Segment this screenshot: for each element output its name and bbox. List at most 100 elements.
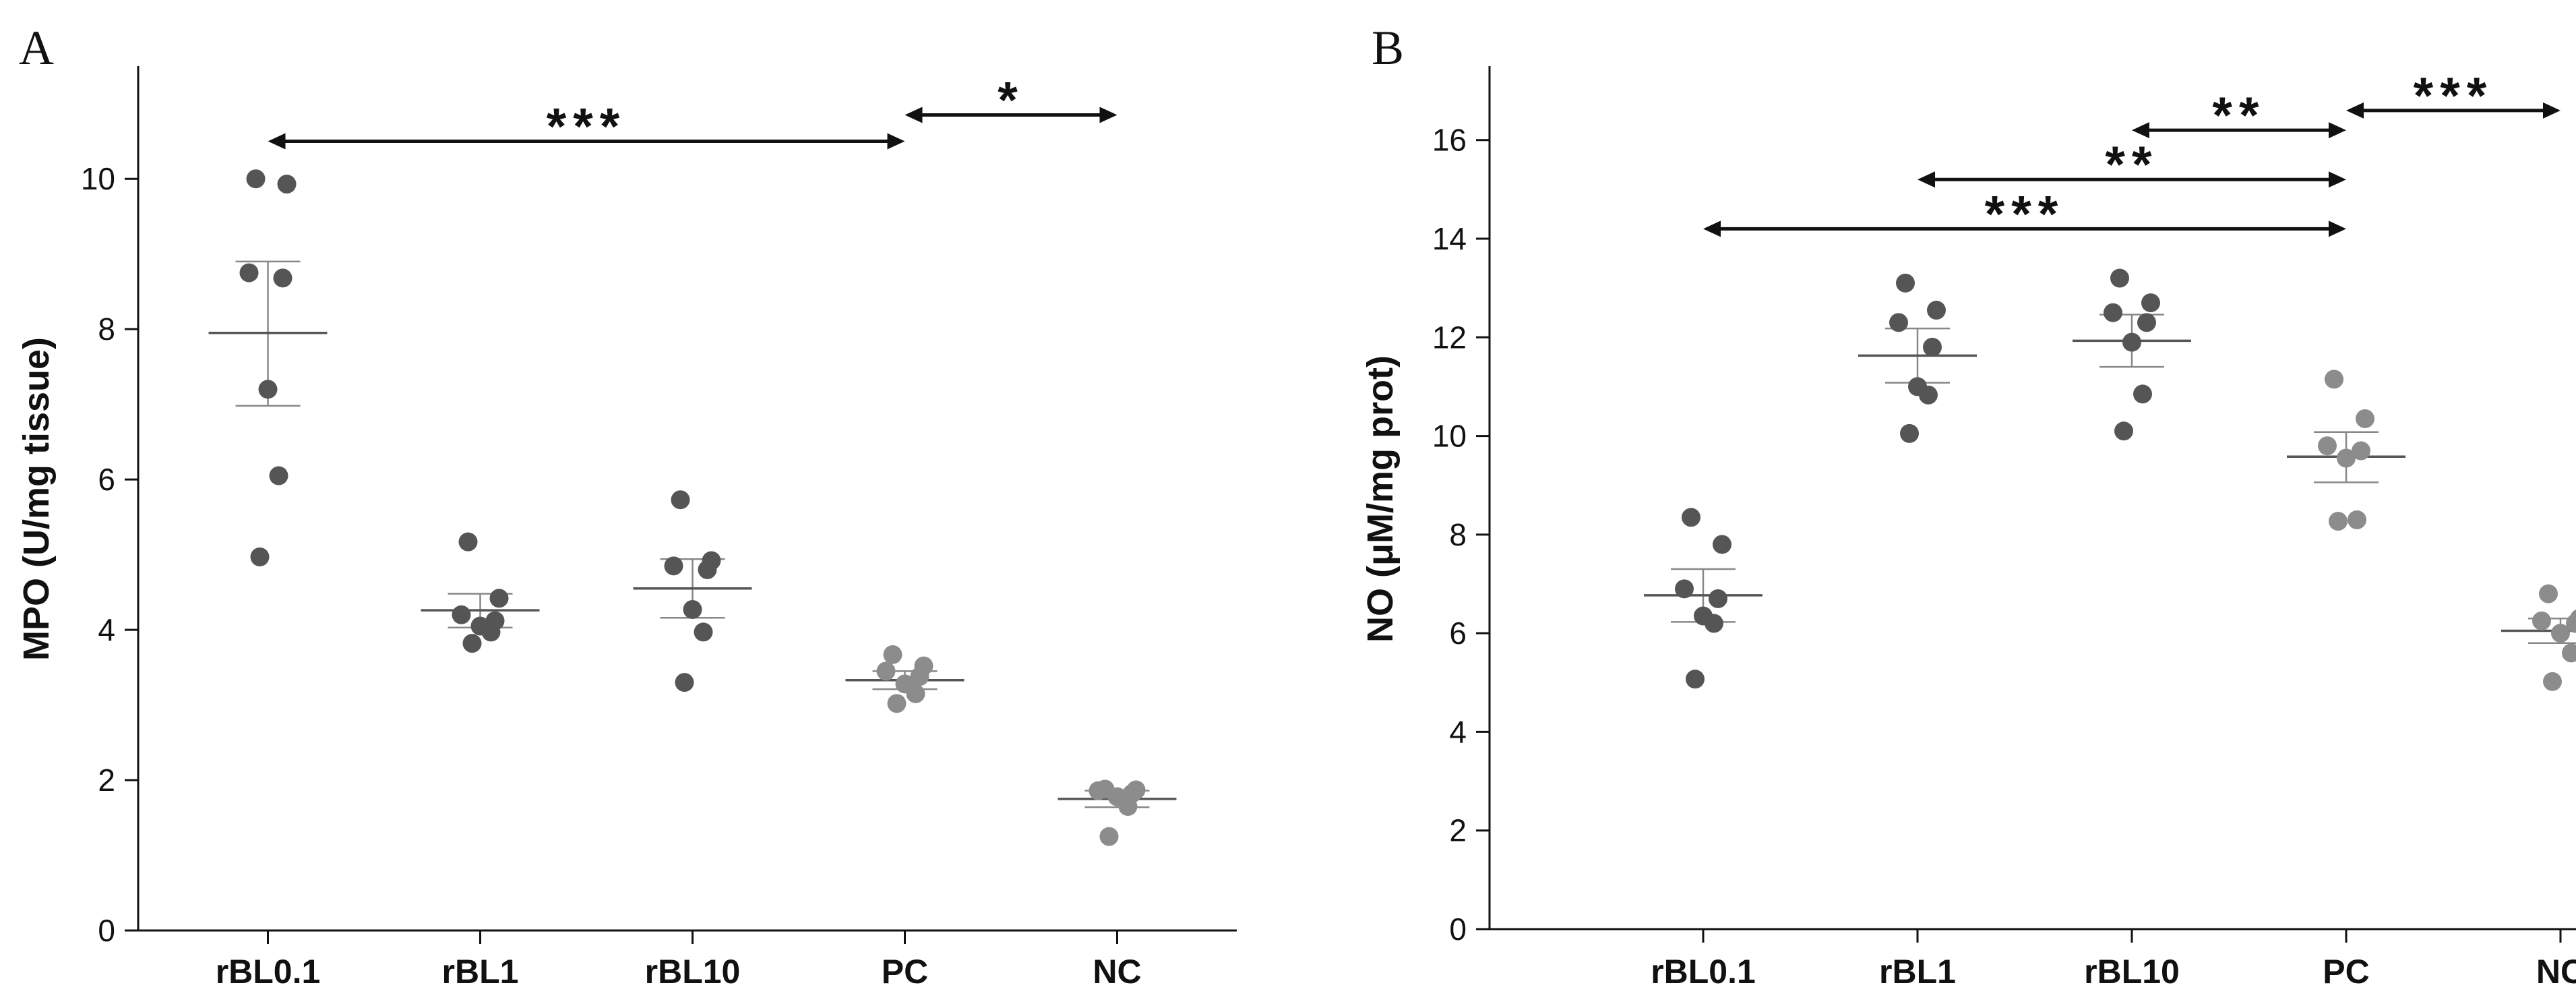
y-tick-label: 2 xyxy=(98,763,115,798)
x-tick-label: rBL0.1 xyxy=(1651,953,1756,990)
data-point xyxy=(250,547,270,566)
data-point xyxy=(2543,672,2562,691)
panel-b-comparisons: ******* *** xyxy=(1703,67,2560,243)
data-point xyxy=(683,599,702,619)
panel-b-x-ticks: rBL0.1 rBL1 rBL10 PC NC xyxy=(1651,929,2576,990)
data-point xyxy=(458,532,478,552)
data-point xyxy=(1927,301,1946,320)
data-point xyxy=(2539,584,2558,603)
significance-label: ** xyxy=(2105,136,2158,194)
data-point xyxy=(2551,624,2570,643)
x-tick-label: rBL10 xyxy=(2084,953,2180,990)
data-point xyxy=(452,605,471,624)
x-tick-label: rBL1 xyxy=(442,953,519,990)
data-point xyxy=(910,667,929,686)
data-point xyxy=(2356,409,2374,428)
y-tick-label: 6 xyxy=(1449,616,1467,651)
data-point xyxy=(887,694,907,713)
x-tick-label: NC xyxy=(1093,953,1141,990)
comparison-arrowhead-left xyxy=(268,133,286,150)
data-point xyxy=(462,634,482,653)
data-point xyxy=(698,560,717,579)
data-point xyxy=(1896,273,1915,293)
x-tick-label: PC xyxy=(882,953,928,990)
comparison-arrowhead-left xyxy=(904,107,923,123)
data-point xyxy=(258,380,278,399)
comparison-arrowhead-left xyxy=(1703,220,1721,237)
comparison-arrowhead-left xyxy=(2346,102,2364,119)
data-point xyxy=(1889,313,1908,332)
data-point xyxy=(269,466,288,485)
data-point xyxy=(1675,579,1694,599)
data-point xyxy=(1686,670,1705,689)
y-tick-label: 10 xyxy=(1432,419,1467,454)
data-point xyxy=(906,684,925,703)
data-point xyxy=(2329,512,2348,531)
data-point xyxy=(2141,293,2160,313)
data-point xyxy=(671,490,690,510)
data-point xyxy=(2532,611,2551,630)
data-point xyxy=(2137,313,2156,332)
x-tick-label: rBL10 xyxy=(645,953,741,990)
data-point xyxy=(239,263,259,283)
data-point xyxy=(2337,448,2356,468)
y-tick-label: 4 xyxy=(1449,714,1467,749)
panel-b-error-bars xyxy=(1644,314,2576,645)
data-point xyxy=(2562,643,2576,663)
y-tick-label: 8 xyxy=(1449,517,1467,552)
data-point xyxy=(246,169,266,189)
data-point xyxy=(1099,827,1119,846)
y-tick-label: 16 xyxy=(1432,123,1467,158)
significance-label: *** xyxy=(547,98,627,155)
data-point xyxy=(876,661,896,681)
data-point xyxy=(2122,332,2141,352)
panel-a-axes xyxy=(137,66,1237,932)
data-point xyxy=(1118,797,1138,817)
data-point xyxy=(2566,614,2576,633)
y-tick-label: 0 xyxy=(98,913,115,948)
data-point xyxy=(664,556,683,576)
comparison-arrowhead-left xyxy=(1918,171,1935,188)
significance-label: * xyxy=(998,71,1024,129)
x-tick-label: rBL0.1 xyxy=(216,953,321,990)
panel-a-letter: A xyxy=(19,21,54,75)
x-tick-label: PC xyxy=(2323,953,2369,990)
panel-a-y-axis-title: MPO (U/mg tissue) xyxy=(16,337,57,661)
panel-b-axes xyxy=(1488,66,2576,930)
panel-a-y-ticks: 0 2 4 6 8 10 xyxy=(81,161,138,948)
data-point xyxy=(1709,589,1727,608)
comparison-arrowhead-left xyxy=(2132,122,2149,139)
data-point xyxy=(1713,535,1731,554)
y-tick-label: 4 xyxy=(98,612,115,647)
data-point xyxy=(277,175,297,194)
data-point xyxy=(883,645,902,664)
y-tick-label: 12 xyxy=(1432,320,1467,355)
comparison-arrowhead-right xyxy=(2329,220,2346,237)
panel-a-x-ticks: rBL0.1 rBL1 rBL10 PC NC xyxy=(216,930,1142,990)
data-point xyxy=(2110,268,2129,288)
comparison-arrowhead-right xyxy=(887,133,905,150)
comparison-arrowhead-right xyxy=(1099,107,1117,123)
data-point xyxy=(2114,421,2133,441)
data-point xyxy=(694,622,713,642)
data-point xyxy=(1682,508,1700,527)
y-tick-label: 0 xyxy=(1449,912,1467,947)
significance-label: *** xyxy=(1985,185,2065,243)
data-point xyxy=(1923,337,1942,357)
panel-b-letter: B xyxy=(1372,21,1404,75)
data-point xyxy=(1705,614,1723,633)
data-point xyxy=(1088,781,1108,800)
y-tick-label: 6 xyxy=(98,462,115,497)
data-point xyxy=(2133,384,2152,404)
panel-a-comparisons: *** * xyxy=(268,71,1117,155)
data-point xyxy=(2348,510,2366,529)
data-point xyxy=(489,589,509,608)
y-tick-label: 2 xyxy=(1449,813,1467,848)
x-tick-label: rBL1 xyxy=(1879,953,1956,990)
data-point xyxy=(481,622,501,642)
significance-label: *** xyxy=(2414,67,2494,125)
y-tick-label: 14 xyxy=(1432,221,1467,256)
